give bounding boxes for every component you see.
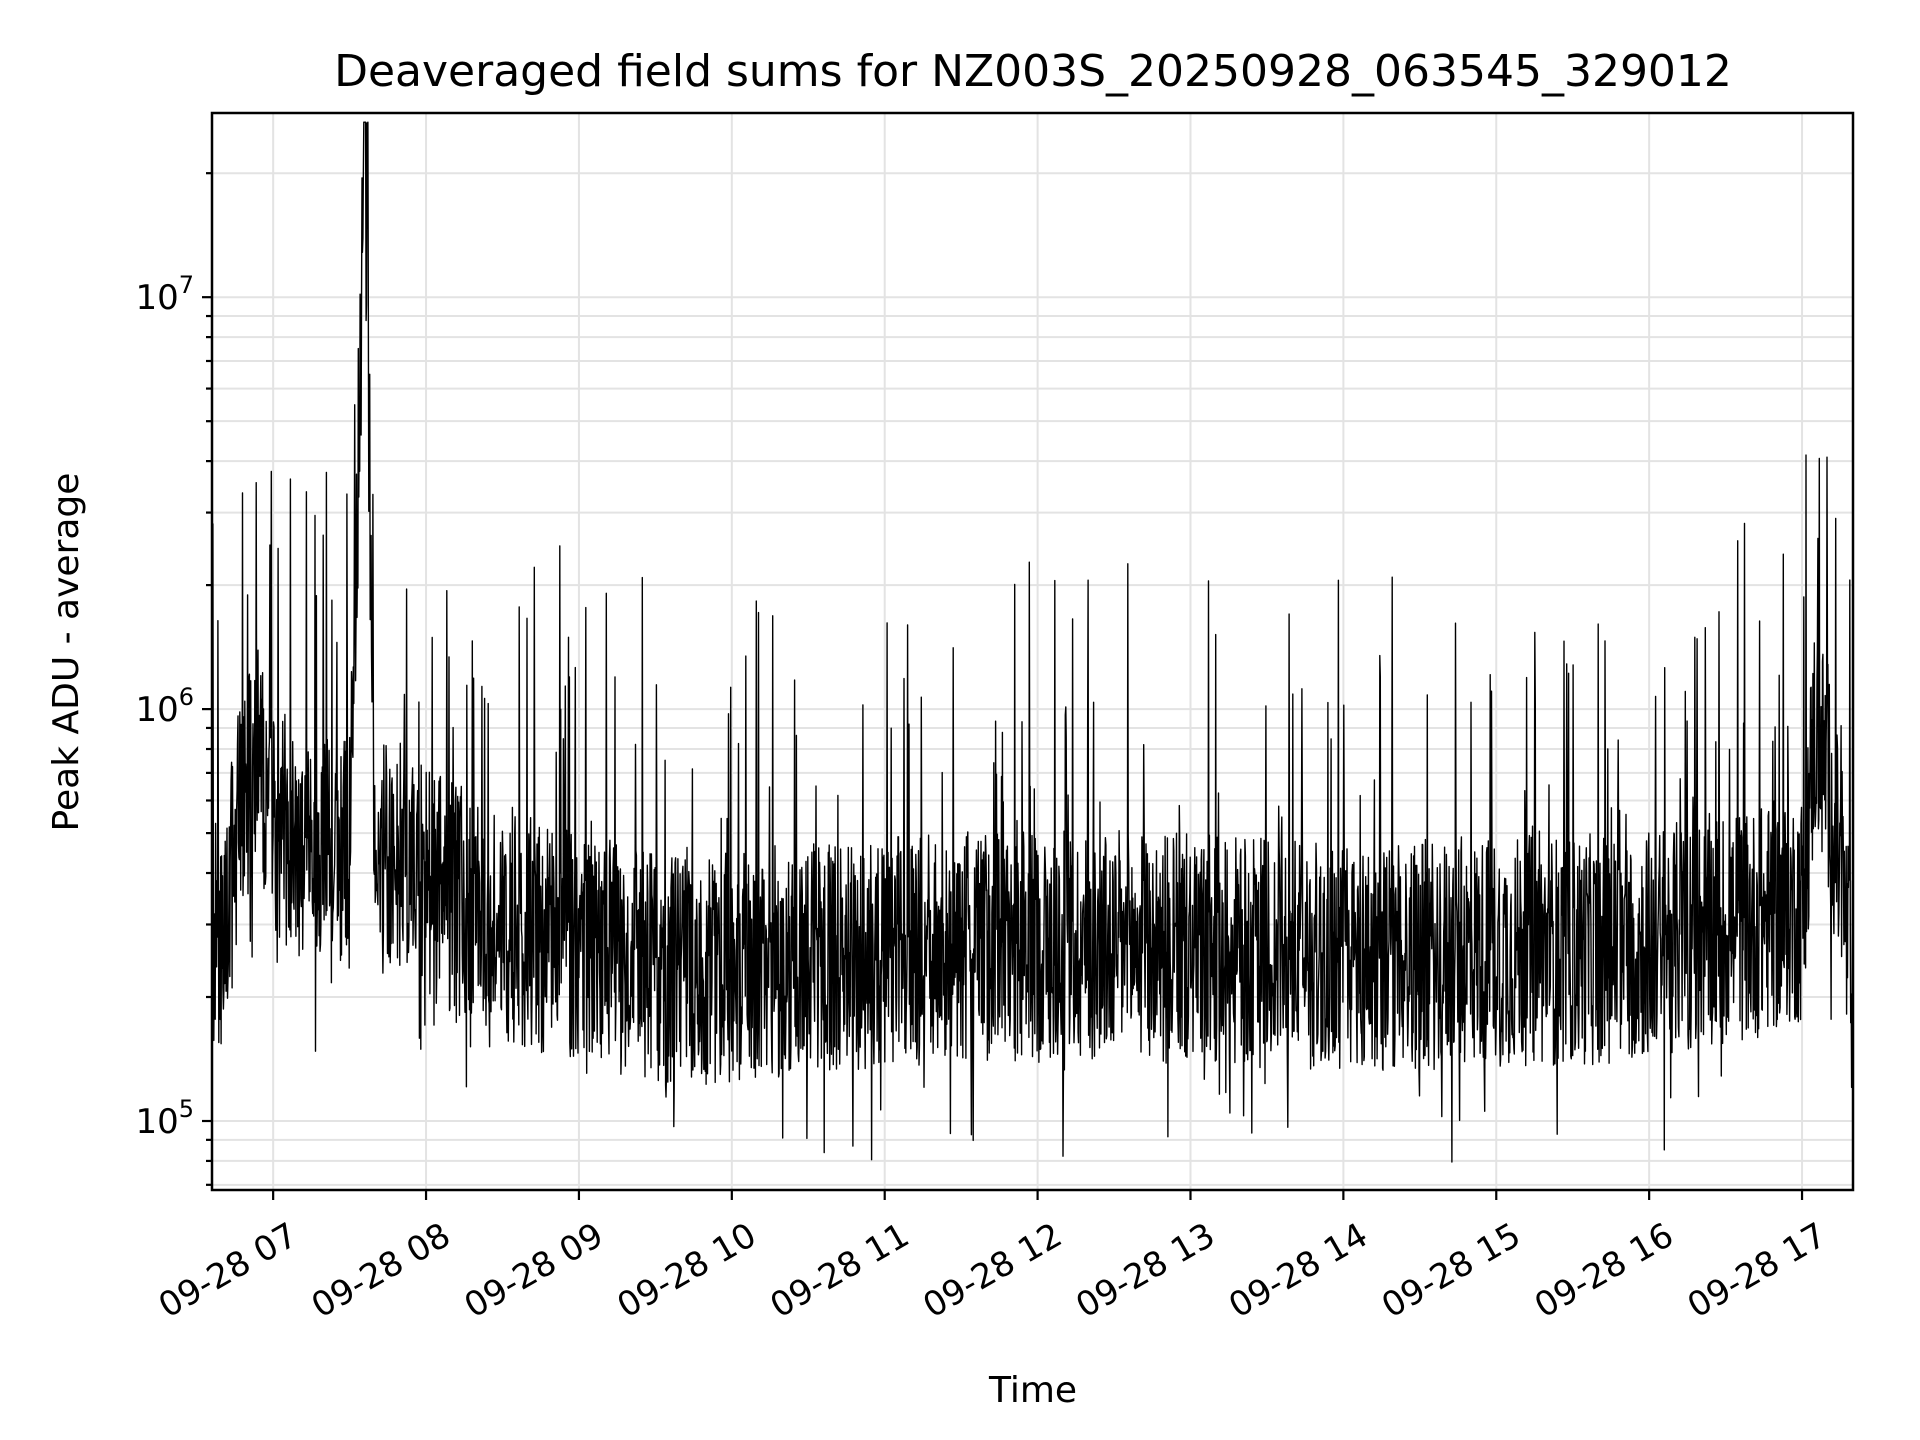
x-tick-label: 09-28 08 xyxy=(305,1215,457,1326)
x-tick-label: 09-28 15 xyxy=(1375,1215,1527,1326)
x-tick-label: 09-28 13 xyxy=(1069,1215,1221,1326)
y-axis-label: Peak ADU - average xyxy=(46,473,87,832)
y-tick-label: 105 xyxy=(135,1095,194,1142)
y-ticks: 105 106 107 xyxy=(135,172,212,1186)
y-tick-label: 106 xyxy=(135,683,194,730)
x-axis-label: Time xyxy=(988,1370,1077,1411)
x-ticks: 09-28 07 09-28 08 09-28 09 09-28 10 09-28 11… xyxy=(152,1190,1833,1326)
series-line xyxy=(211,121,1854,1163)
x-tick-label: 09-28 16 xyxy=(1528,1215,1680,1326)
x-tick-label: 09-28 10 xyxy=(611,1215,763,1326)
x-tick-label: 09-28 11 xyxy=(764,1215,916,1326)
x-tick-label: 09-28 07 xyxy=(152,1215,304,1326)
x-tick-label: 09-28 14 xyxy=(1222,1215,1374,1326)
x-tick-label: 09-28 12 xyxy=(916,1215,1068,1326)
plot-frame xyxy=(210,111,1855,1192)
x-tick-label: 09-28 17 xyxy=(1681,1215,1833,1326)
chart-title: Deaveraged field sums for NZ003S_2025092… xyxy=(334,46,1732,97)
y-tick-label: 107 xyxy=(135,271,194,318)
series-line-path xyxy=(211,121,1854,1163)
x-tick-label: 09-28 09 xyxy=(458,1215,610,1326)
